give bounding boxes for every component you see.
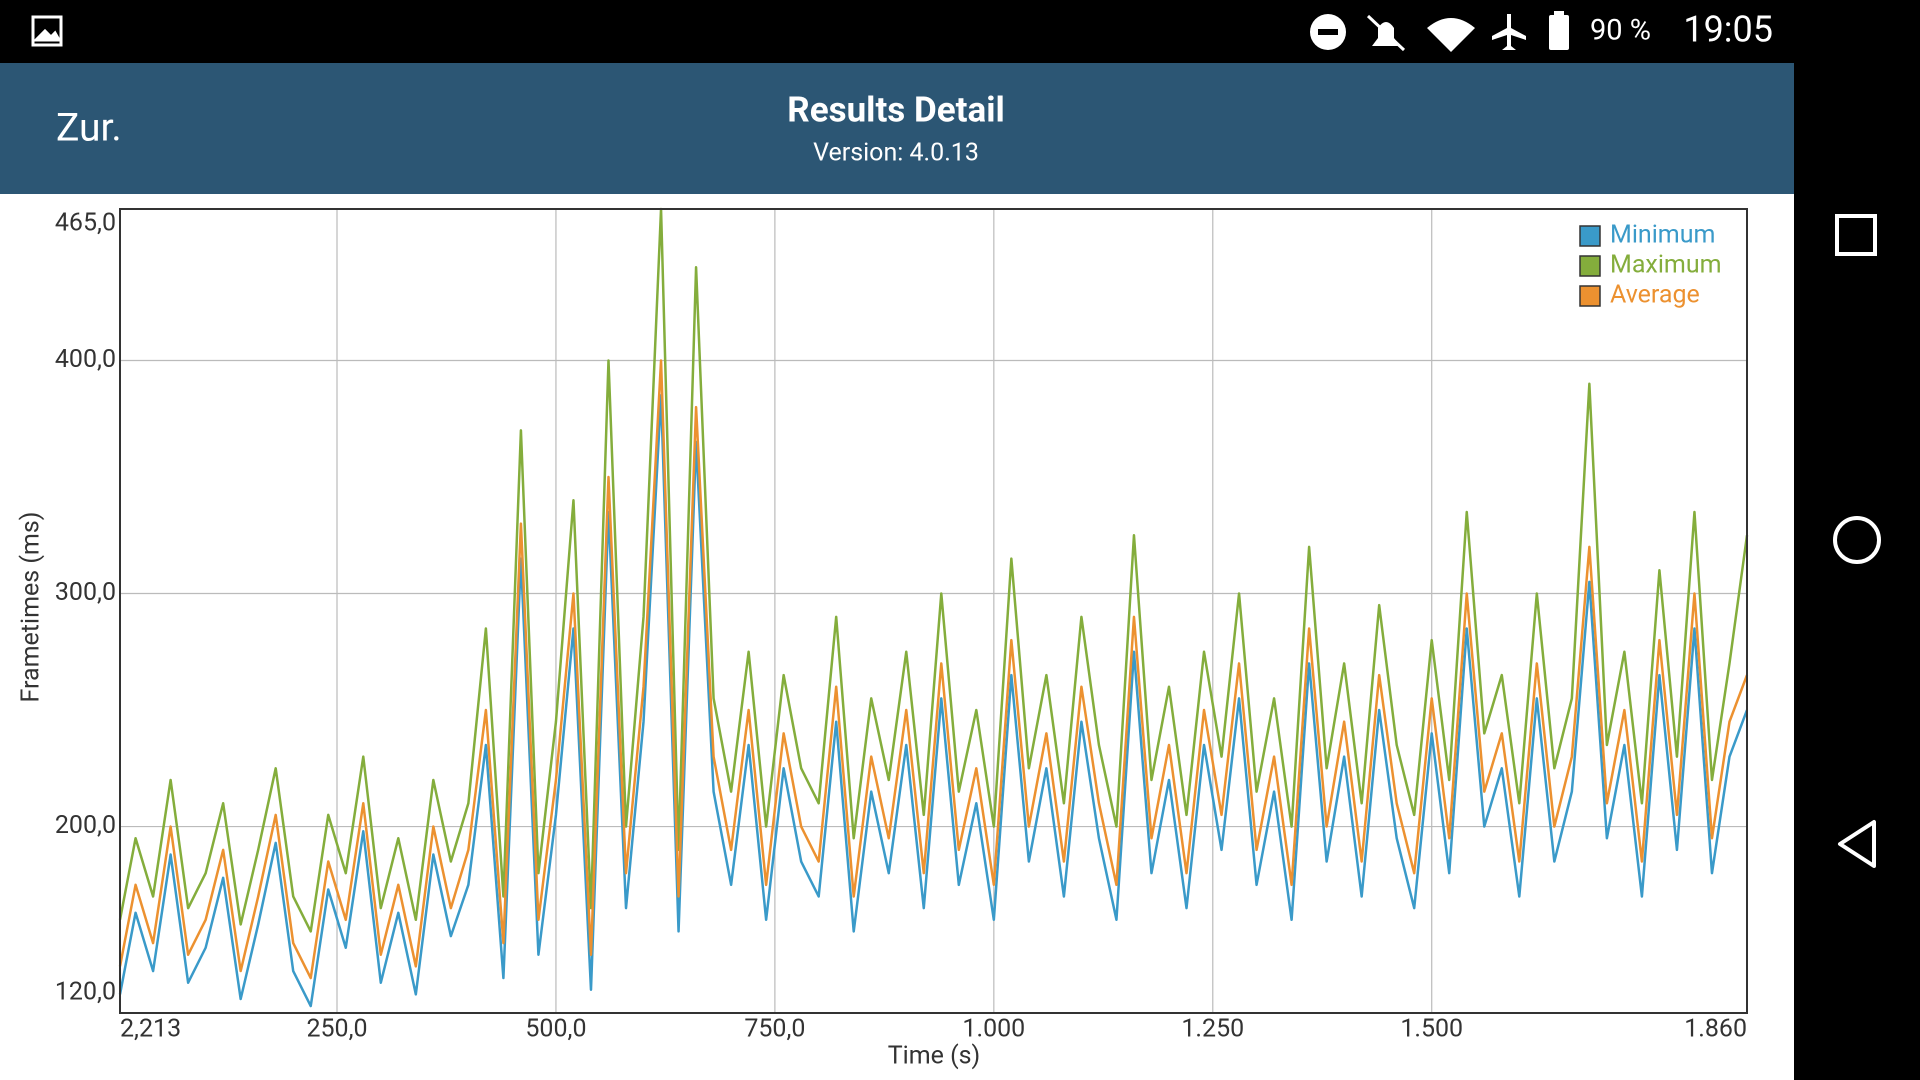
x-tick-label: 500,0 <box>525 1015 586 1044</box>
app-subtitle: Version: 4.0.13 <box>813 139 979 168</box>
series-line <box>118 359 1749 980</box>
legend-swatch <box>1579 225 1601 247</box>
series-line <box>118 394 1749 1008</box>
app-title: Results Detail <box>787 89 1004 130</box>
x-tick-label: 1.250 <box>1181 1015 1244 1044</box>
recents-button[interactable] <box>1835 214 1877 256</box>
y-tick-label: 120,0 <box>55 978 116 1007</box>
battery-level: 90 % <box>1590 14 1651 48</box>
y-axis-title: Frametimes (ms) <box>17 512 46 703</box>
legend-swatch <box>1579 285 1601 307</box>
back-nav-button[interactable] <box>1838 820 1876 868</box>
legend-label: Minimum <box>1610 221 1715 250</box>
legend-swatch <box>1579 255 1601 277</box>
legend-label: Maximum <box>1610 251 1722 280</box>
status-bar <box>0 0 1920 63</box>
back-button[interactable]: Zur. <box>56 104 122 150</box>
x-tick-label: 1.500 <box>1400 1015 1463 1044</box>
home-button[interactable] <box>1833 516 1881 564</box>
x-tick-label: 2,213 <box>120 1015 181 1044</box>
x-tick-label: 1.860 <box>1684 1015 1747 1044</box>
y-tick-label: 465,0 <box>55 209 116 238</box>
gallery-icon <box>31 15 63 47</box>
plot-border <box>119 208 1748 1014</box>
plot-area <box>119 208 1748 1014</box>
x-tick-label: 250,0 <box>306 1015 367 1044</box>
series-line <box>118 207 1749 933</box>
x-axis-title: Time (s) <box>888 1042 981 1071</box>
status-icons <box>1310 11 1569 52</box>
y-tick-label: 300,0 <box>55 578 116 607</box>
app-bar <box>0 63 1794 194</box>
legend-label: Average <box>1610 281 1700 310</box>
clock: 19:05 <box>1683 9 1773 51</box>
x-tick-label: 750,0 <box>744 1015 805 1044</box>
y-tick-label: 200,0 <box>55 811 116 840</box>
x-tick-label: 1.000 <box>962 1015 1025 1044</box>
nav-bar <box>1794 0 1920 1080</box>
y-tick-label: 400,0 <box>55 345 116 374</box>
